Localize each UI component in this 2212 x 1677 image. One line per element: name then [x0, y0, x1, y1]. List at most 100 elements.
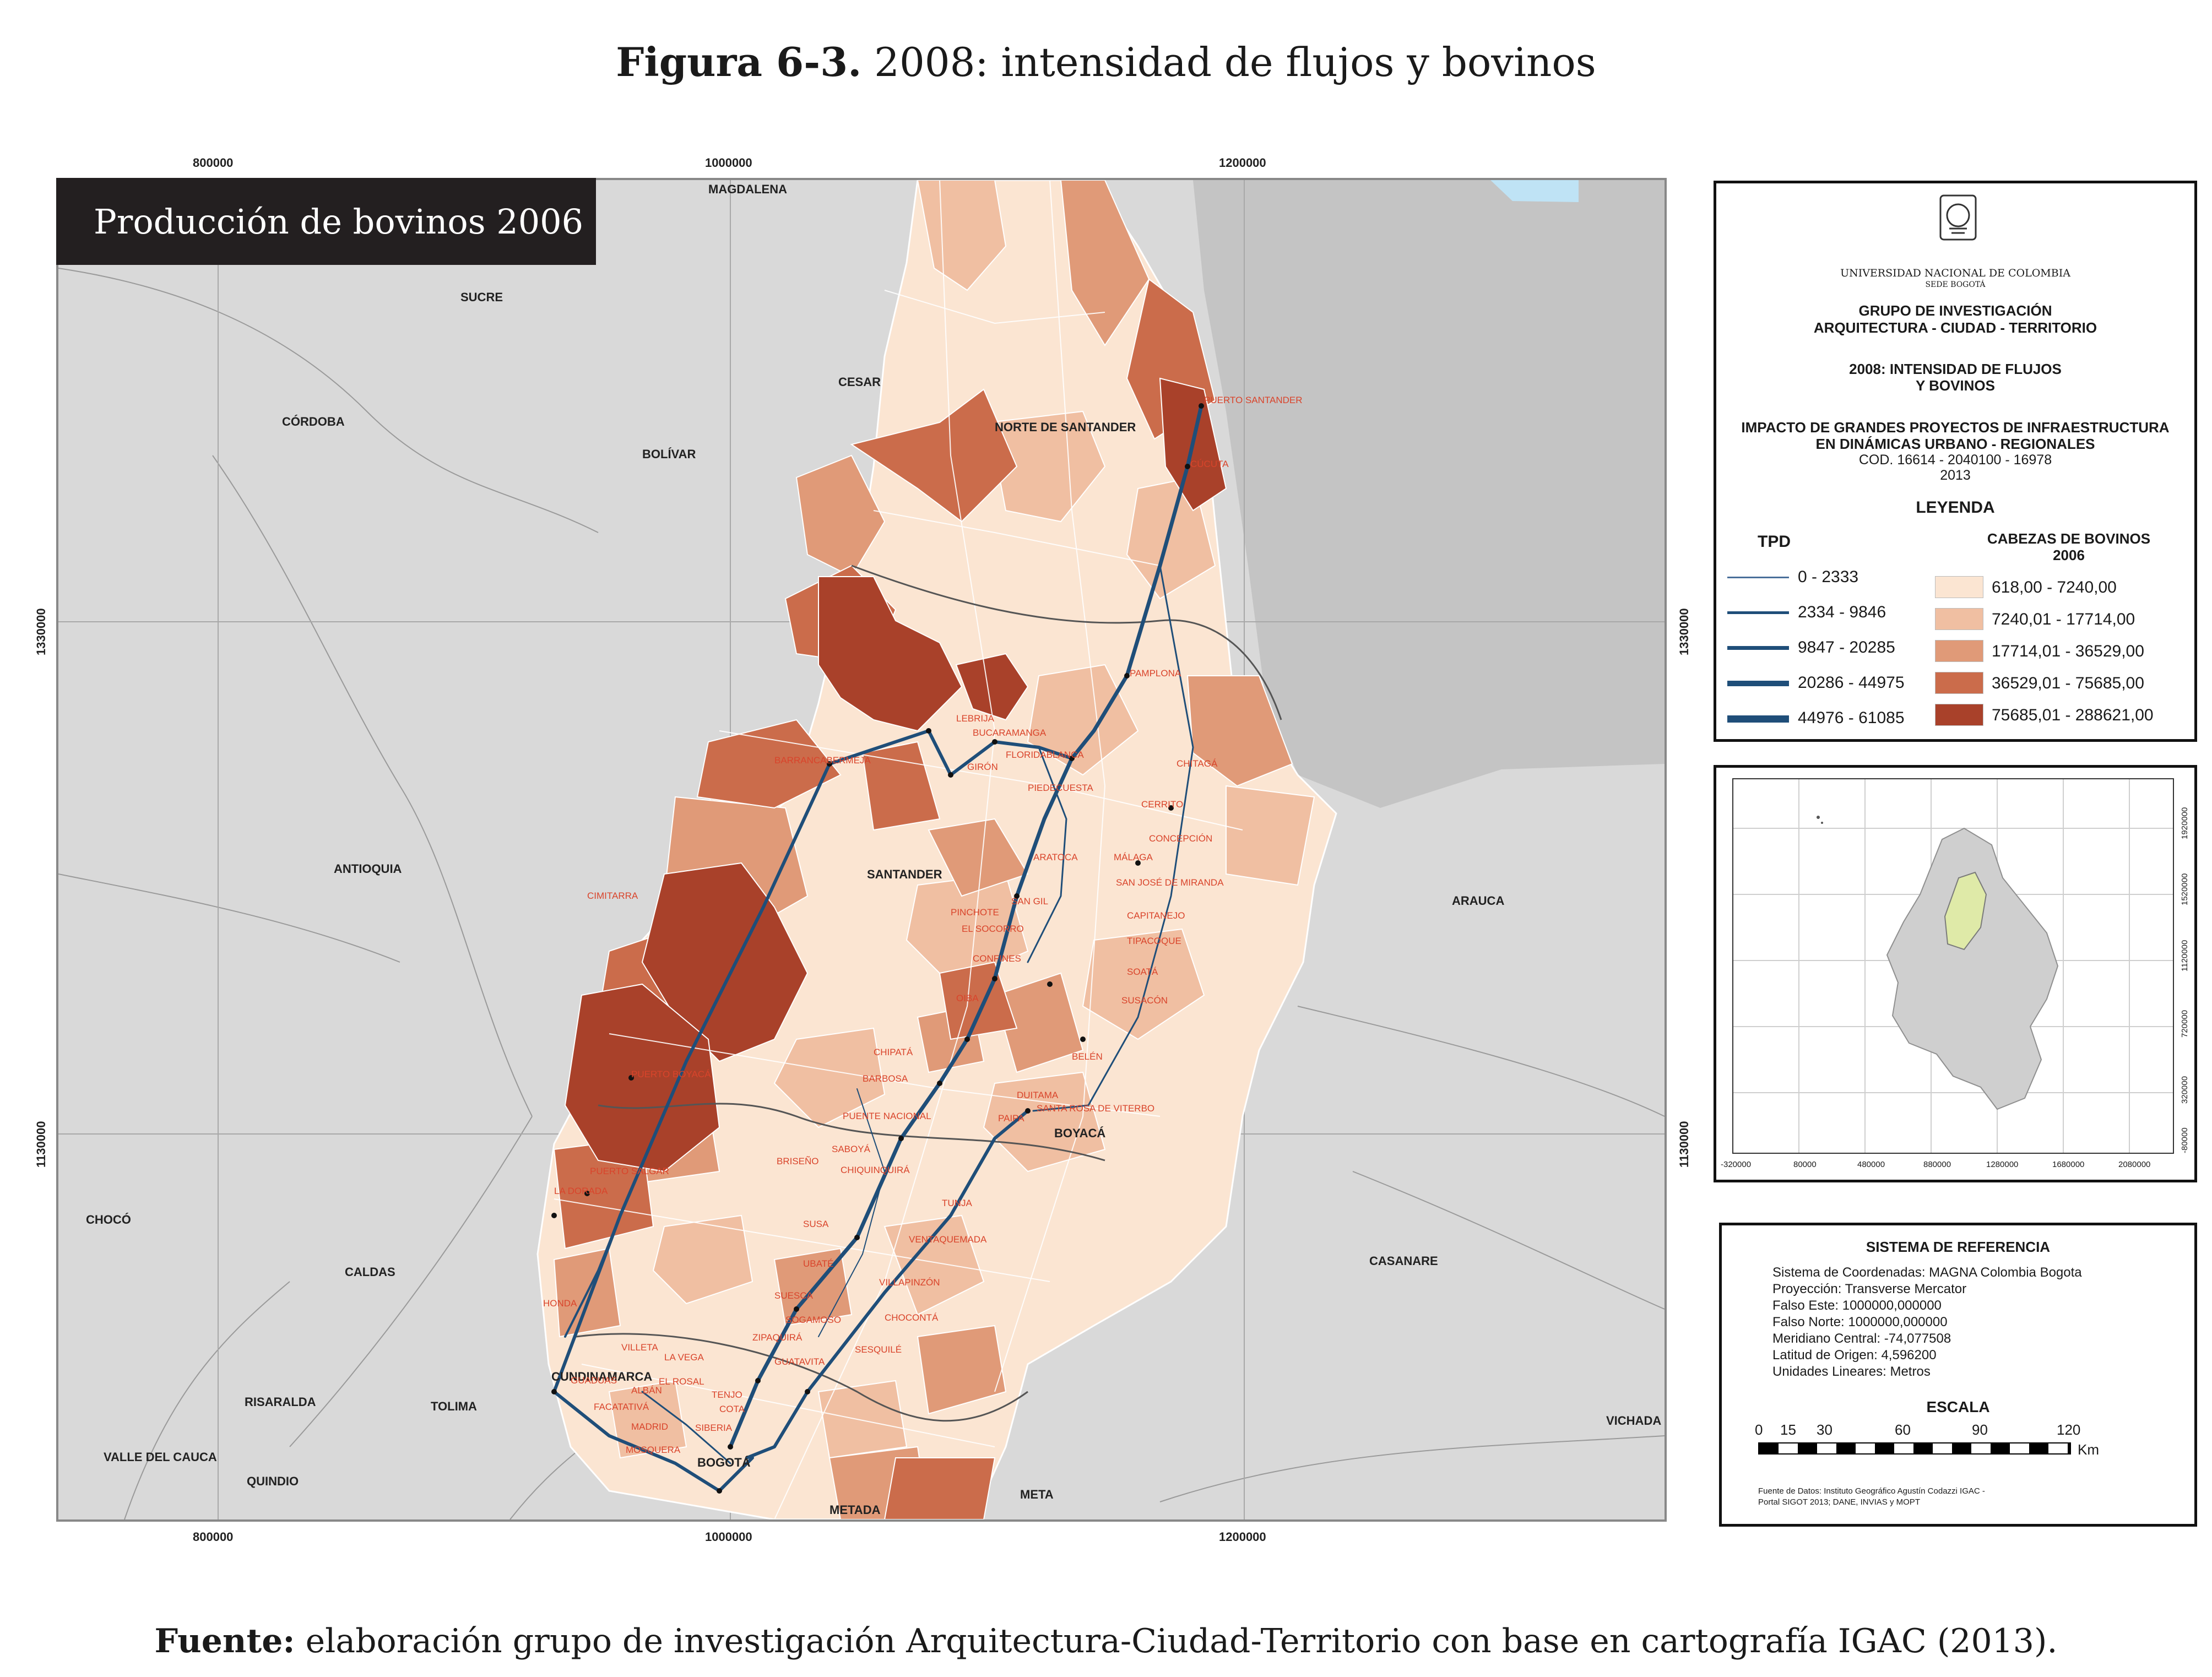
reference-line: Proyección: Transverse Mercator: [1772, 1282, 1967, 1296]
road: [1070, 404, 1203, 761]
road: [564, 1214, 621, 1338]
tpd-label: 2334 - 9846: [1798, 603, 1886, 621]
inset-map: [1732, 778, 2174, 1154]
cattle-label: 618,00 - 7240,00: [1992, 578, 2117, 596]
town-label: ZIPAQUIRÁ: [752, 1332, 803, 1343]
cattle-label: 7240,01 - 17714,00: [1992, 610, 2135, 628]
town-label: EL ROSAL: [659, 1376, 704, 1387]
town-label: CIMITARRA: [587, 891, 638, 901]
scale-unit: Km: [2078, 1441, 2099, 1458]
legend-panel: UNIVERSIDAD NACIONAL DE COLOMBIA SEDE BO…: [1714, 181, 2197, 742]
town-label: CÚCUTA: [1190, 459, 1229, 469]
tpd-line-4: [1727, 681, 1789, 686]
town-label: FACATATIVÁ: [594, 1402, 649, 1412]
dept-label: RISARALDA: [245, 1395, 316, 1409]
dept-label: SUCRE: [460, 290, 503, 304]
town-label: PINCHOTE: [951, 907, 999, 918]
town-label: LA DORADA: [554, 1186, 608, 1196]
dept-label: MAGDALENA: [708, 182, 787, 196]
dept-label: NORTE DE SANTANDER: [995, 420, 1136, 434]
project-year: 2013: [1940, 468, 1971, 483]
town-label: MOSQUERA: [626, 1445, 681, 1455]
town-label: TIPACOQUE: [1127, 936, 1181, 946]
town-label: BUCARAMANGA: [973, 728, 1047, 738]
main-map[interactable]: MAGDALENA SUCRE CÓRDOBA BOLÍVAR CESAR NO…: [56, 178, 1667, 1522]
dept-label: CUNDINAMARCA: [551, 1370, 653, 1383]
university-seal-icon: [1939, 194, 1977, 241]
dept-label: SANTANDER: [867, 867, 942, 881]
inset-y-ticks: 1920000 1520000 1120000 720000 320000 -8…: [2180, 807, 2189, 1153]
town-label: BARRANCABERMEJA: [774, 755, 871, 766]
town-label: BRISEÑO: [777, 1156, 819, 1166]
venezuela-region: [1193, 180, 1665, 808]
cattle-label: 75685,01 - 288621,00: [1992, 706, 2154, 724]
cattle-heading-year: 2006: [2053, 547, 2085, 563]
town-label: SOGAMOSO: [785, 1315, 842, 1325]
town-label: ALBÁN: [631, 1385, 662, 1396]
town-label: TENJO: [712, 1390, 742, 1400]
reference-panel: SISTEMA DE REFERENCIA Sistema de Coorden…: [1719, 1223, 2197, 1527]
town-label: PAIPA: [998, 1113, 1024, 1124]
legend-map-title: 2008: INTENSIDAD DE FLUJOS: [1849, 361, 2062, 377]
cattle-swatch-5: [1935, 704, 1983, 726]
scale-bar: [1758, 1442, 2071, 1455]
scale-heading: ESCALA: [1926, 1398, 1990, 1415]
reference-line: Falso Norte: 1000000,000000: [1772, 1315, 1948, 1329]
town-label: PUERTO BOYACÁ: [631, 1069, 711, 1079]
town-label: UBATÉ: [803, 1258, 834, 1269]
cattle-label: 36529,01 - 75685,00: [1992, 674, 2144, 692]
cattle-swatch-3: [1935, 640, 1983, 662]
town-label: OIBA: [956, 993, 979, 1003]
source-label: Fuente:: [154, 1622, 295, 1660]
town-label: GUADUAS: [571, 1375, 617, 1386]
data-source-line: Portal SIGOT 2013; DANE, INVIAS y MOPT: [1758, 1497, 1920, 1507]
dept-label: CALDAS: [345, 1265, 395, 1279]
town-label: SOATÁ: [1127, 967, 1158, 977]
town-label: LA VEGA: [664, 1352, 704, 1363]
dept-label: METADA: [829, 1503, 881, 1517]
dept-label: VICHADA: [1606, 1414, 1662, 1428]
dept-label: VALLE DEL CAUCA: [104, 1450, 217, 1464]
town-label: VILLETA: [621, 1342, 658, 1353]
university-campus: SEDE BOGOTÁ: [1925, 280, 1986, 289]
figure-number: Figura 6-3.: [616, 39, 862, 85]
source-text: elaboración grupo de investigación Arqui…: [305, 1622, 2058, 1660]
map-badge: Producción de bovinos 2006: [56, 178, 596, 265]
cattle-label: 17714,01 - 36529,00: [1992, 642, 2144, 660]
town-label: TUNJA: [942, 1198, 972, 1208]
town-label: CAPITANEJO: [1127, 910, 1185, 921]
x-tick-bottom: 800000: [193, 1530, 234, 1544]
town-label: SABOYÁ: [832, 1144, 870, 1154]
town-label: EL SOCORRO: [962, 924, 1024, 934]
tpd-label: 9847 - 20285: [1798, 638, 1895, 656]
road: [1032, 565, 1194, 1112]
tpd-label: 0 - 2333: [1798, 568, 1859, 586]
town-label: SAN GIL: [1011, 896, 1049, 907]
group-line: GRUPO DE INVESTIGACIÓN: [1858, 302, 2052, 319]
town-label: VILLAPINZÓN: [879, 1277, 940, 1288]
project-line: EN DINÁMICAS URBANO - REGIONALES: [1815, 436, 2095, 452]
y-tick-right: 1330000: [1677, 608, 1691, 655]
x-tick-top: 800000: [193, 156, 234, 170]
figure-caption: 2008: intensidad de flujos y bovinos: [874, 39, 1596, 85]
cattle-swatch-2: [1935, 608, 1983, 630]
university-name: UNIVERSIDAD NACIONAL DE COLOMBIA: [1840, 267, 2070, 279]
reference-line: Meridiano Central: -74,077508: [1772, 1331, 1951, 1346]
data-source-line: Fuente de Datos: Instituto Geográfico Ag…: [1758, 1486, 1985, 1496]
town-label: CHIPATÁ: [874, 1047, 913, 1057]
road: [818, 1088, 885, 1337]
road: [552, 1390, 754, 1493]
town-label: VENTAQUEMADA: [909, 1234, 987, 1245]
legend-map-title: Y BOVINOS: [1915, 377, 1995, 394]
legend-heading: LEYENDA: [1916, 498, 1995, 517]
town-label: BARBOSA: [863, 1073, 908, 1084]
dept-label: CASANARE: [1369, 1254, 1438, 1268]
town-label: SAN JOSÉ DE MIRANDA: [1116, 877, 1224, 888]
tpd-line-3: [1727, 646, 1789, 650]
dept-label: CÓRDOBA: [282, 415, 345, 428]
road: [745, 1109, 1029, 1459]
town-label: SESQUILÉ: [855, 1344, 902, 1355]
figure-title: Figura 6-3. 2008: intensidad de flujos y…: [0, 39, 2212, 85]
town-label: CHITAGÁ: [1177, 758, 1218, 769]
town-label: SUESCA: [774, 1290, 813, 1301]
